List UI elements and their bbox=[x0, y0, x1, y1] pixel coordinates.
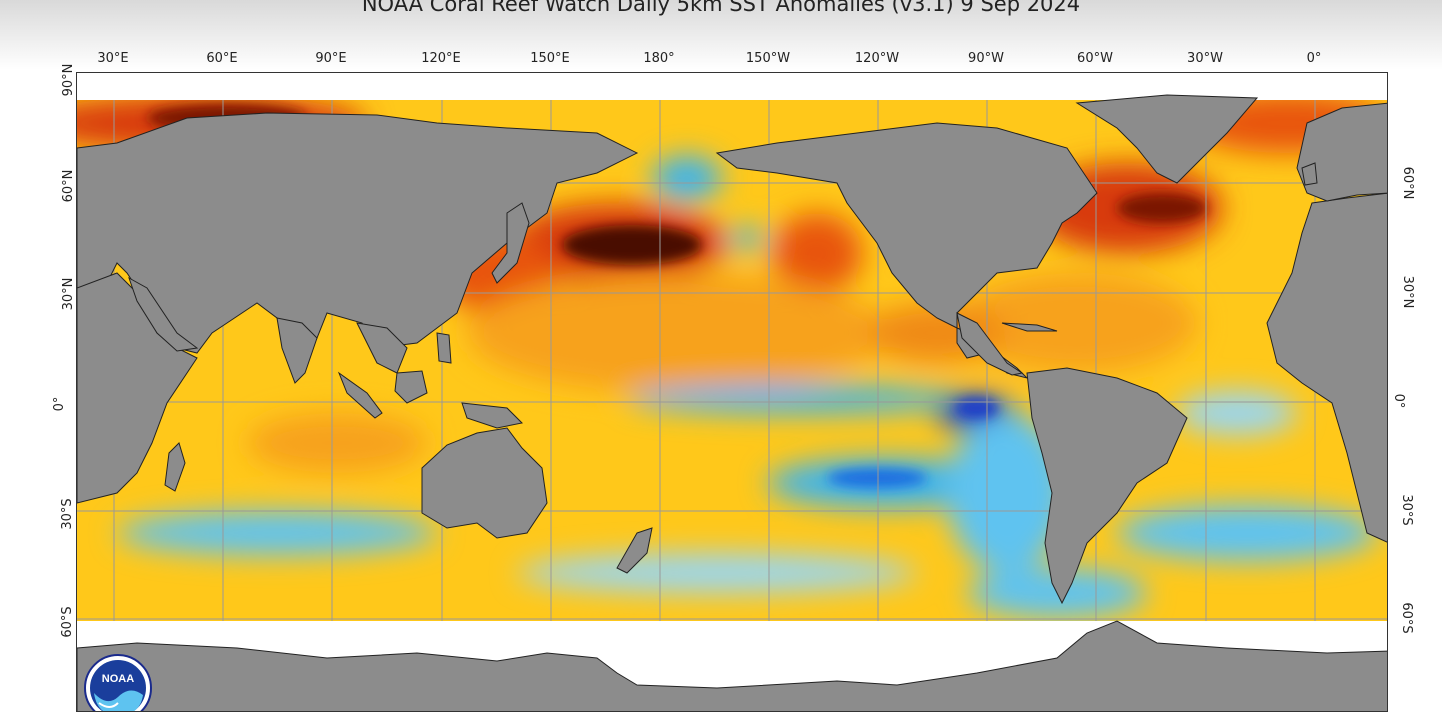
warm-anomaly bbox=[957, 273, 1197, 373]
longitude-label: 150°E bbox=[530, 51, 570, 66]
cool-anomaly-core bbox=[827, 468, 927, 488]
longitude-label: 90°E bbox=[315, 51, 347, 66]
longitude-label: 60°E bbox=[206, 51, 238, 66]
latitude-label: 30°N bbox=[1399, 275, 1415, 309]
land-indochina bbox=[356, 322, 408, 374]
latitude-label: 90°N bbox=[60, 63, 76, 97]
cool-anomaly bbox=[627, 385, 967, 413]
warm-anomaly bbox=[467, 273, 887, 393]
longitude-label: 60°W bbox=[1077, 51, 1113, 66]
land-japan bbox=[491, 202, 530, 284]
latitude-label: 60°S bbox=[1399, 602, 1415, 634]
map-canvas: NOAA bbox=[77, 73, 1387, 711]
warm-anomaly-core bbox=[562, 225, 702, 265]
latitude-label: 0° bbox=[51, 396, 67, 412]
land-new-guinea bbox=[461, 402, 524, 429]
land-india bbox=[276, 317, 318, 384]
cool-anomaly-core bbox=[955, 398, 999, 418]
noaa-logo: NOAA bbox=[84, 654, 152, 711]
land-cuba bbox=[1001, 322, 1058, 332]
land-borneo bbox=[394, 370, 428, 404]
land-greenland bbox=[1075, 94, 1259, 184]
map-title: NOAA Coral Reef Watch Daily 5km SST Anom… bbox=[361, 0, 1081, 16]
land-central-america bbox=[956, 312, 1024, 376]
longitude-label: 30°E bbox=[97, 51, 129, 66]
cool-anomaly bbox=[517, 553, 917, 593]
longitude-label: 120°W bbox=[854, 51, 900, 66]
longitude-label: 0° bbox=[1306, 51, 1322, 66]
land-europe bbox=[1296, 102, 1387, 202]
cool-anomaly bbox=[727, 228, 767, 248]
longitude-label: 90°W bbox=[968, 51, 1004, 66]
warm-anomaly bbox=[247, 413, 427, 473]
land-antarctica bbox=[77, 620, 1387, 711]
longitude-label: 30°W bbox=[1187, 51, 1223, 66]
logo-text: NOAA bbox=[102, 673, 134, 685]
land-australia bbox=[421, 427, 548, 539]
latitude-label: 30°S bbox=[60, 498, 76, 530]
sst-anomaly-map: NOAA bbox=[76, 72, 1388, 712]
land-north-america bbox=[715, 122, 1098, 379]
anomaly-field bbox=[77, 93, 1387, 618]
land-philippines bbox=[436, 332, 452, 364]
cool-anomaly bbox=[947, 413, 1067, 573]
land-british-isles bbox=[1301, 162, 1318, 186]
latitude-label: 30°S bbox=[1399, 494, 1415, 526]
latitude-label: 60°N bbox=[1399, 166, 1415, 200]
latitude-label: 0° bbox=[1390, 393, 1406, 409]
warm-anomaly-core bbox=[1117, 193, 1207, 223]
warm-anomaly bbox=[772, 213, 862, 293]
cool-anomaly bbox=[652, 156, 722, 200]
land-sumatra bbox=[337, 371, 383, 419]
cool-anomaly bbox=[1177, 391, 1297, 435]
cool-anomaly bbox=[1117, 505, 1377, 561]
longitude-label: 180° bbox=[643, 51, 675, 66]
latitude-label: 60°N bbox=[60, 169, 76, 203]
land-new-zealand bbox=[616, 527, 653, 574]
longitude-label: 120°E bbox=[421, 51, 461, 66]
land-africa-east bbox=[1266, 192, 1387, 543]
land-south-america bbox=[1026, 367, 1188, 605]
latitude-label: 30°N bbox=[60, 277, 76, 311]
land bbox=[77, 94, 1387, 711]
land-arabia bbox=[128, 276, 199, 352]
cool-anomaly bbox=[117, 511, 437, 555]
latitude-label: 60°S bbox=[60, 606, 76, 638]
longitude-label: 150°W bbox=[745, 51, 791, 66]
land-madagascar bbox=[164, 442, 186, 492]
